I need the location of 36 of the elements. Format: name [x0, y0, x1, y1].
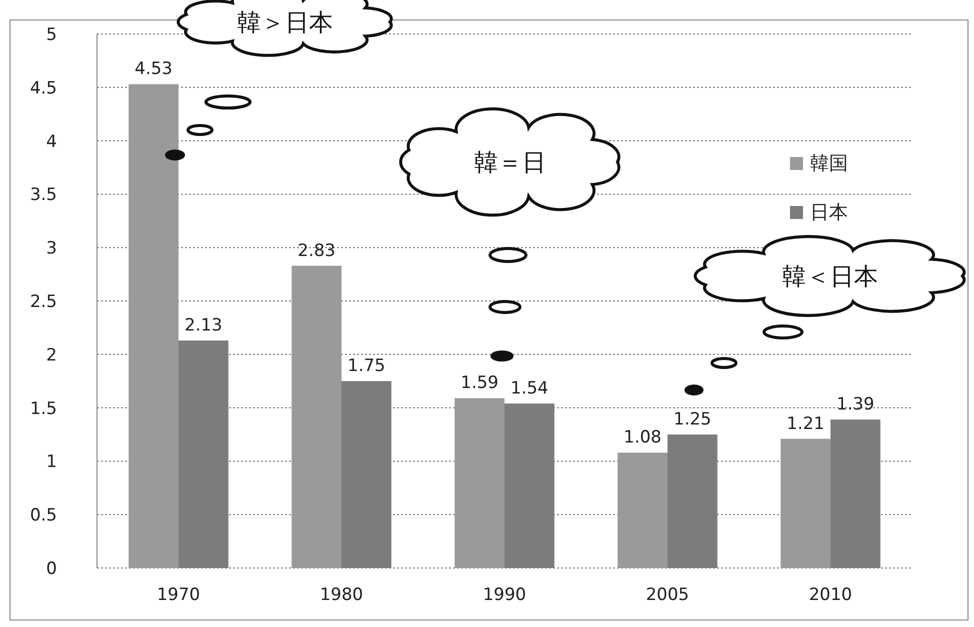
- bar: [780, 438, 830, 568]
- data-label: 4.53: [134, 59, 172, 80]
- y-tick-label: 3: [46, 238, 57, 259]
- data-label: 1.59: [460, 373, 498, 394]
- data-label: 1.08: [624, 428, 662, 448]
- legend-label: 日本: [810, 202, 848, 224]
- x-tick-label: 1970: [156, 585, 200, 605]
- bar: [128, 84, 178, 568]
- x-tick-label: 1980: [320, 585, 364, 605]
- data-label: 1.75: [348, 356, 386, 376]
- data-label: 1.25: [674, 410, 712, 430]
- y-tick-label: 3.5: [30, 185, 57, 206]
- data-label: 1.21: [786, 414, 824, 434]
- y-tick-label: 0: [46, 558, 57, 579]
- y-tick-label: 2: [46, 345, 57, 366]
- x-tick-label: 2005: [646, 585, 690, 605]
- y-tick-label: 1: [46, 452, 57, 472]
- annotation: 韓＜日本: [782, 262, 878, 290]
- y-tick-label: 2.5: [30, 292, 57, 312]
- bar: [454, 398, 504, 568]
- bar: [292, 266, 342, 568]
- y-tick-label: 4: [46, 132, 57, 152]
- annotation: 韓＝日: [474, 148, 546, 176]
- y-tick-label: 0.5: [30, 506, 57, 526]
- data-label: 2.13: [184, 316, 222, 336]
- y-tick-label: 5: [46, 24, 57, 45]
- legend-label: 韓国: [810, 152, 848, 175]
- data-label: 1.39: [836, 394, 874, 415]
- data-label: 1.54: [510, 378, 548, 399]
- annotation: 韓＞日本: [237, 8, 333, 36]
- x-tick-label: 2010: [808, 585, 852, 605]
- x-tick-label: 1990: [482, 585, 526, 605]
- data-label: 2.83: [298, 240, 336, 261]
- y-tick-label: 4.5: [30, 78, 57, 98]
- bar: [618, 452, 668, 568]
- y-tick-label: 1.5: [30, 398, 57, 419]
